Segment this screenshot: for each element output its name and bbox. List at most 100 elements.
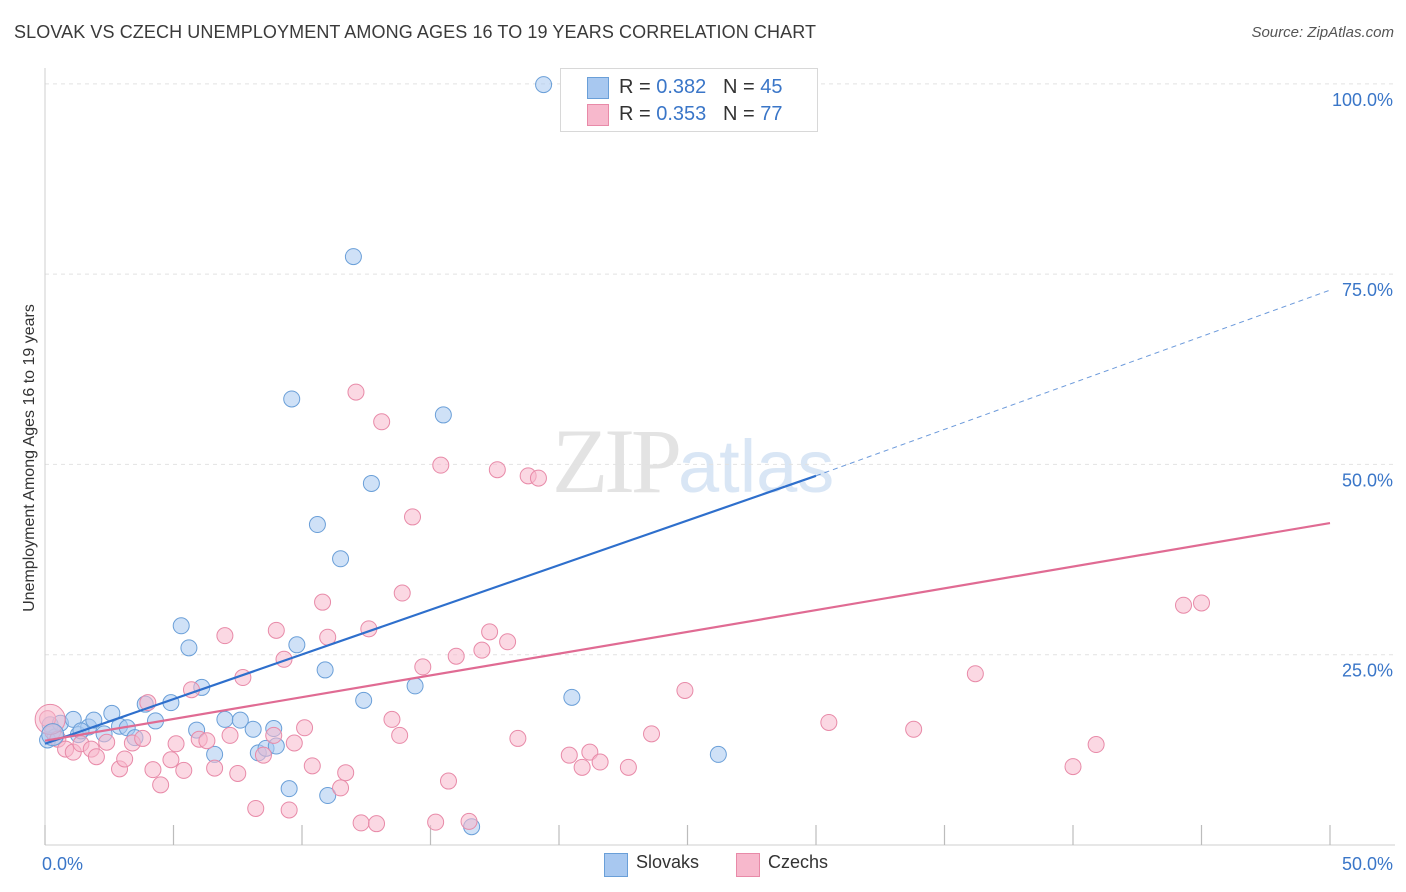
point-czechs bbox=[619, 758, 637, 776]
legend-text-czechs: R = 0.353 N = 77 bbox=[619, 103, 782, 126]
legend-r-label: R = bbox=[619, 103, 651, 125]
point-czechs bbox=[676, 681, 694, 699]
point-czechs bbox=[499, 633, 517, 651]
point-czechs bbox=[573, 758, 591, 776]
y-tick-label: 100.0% bbox=[1332, 90, 1393, 110]
point-slovaks bbox=[85, 711, 103, 729]
point-czechs bbox=[285, 734, 303, 752]
point-czechs bbox=[1175, 596, 1193, 614]
point-czechs bbox=[439, 772, 457, 790]
point-slovaks bbox=[244, 720, 262, 738]
point-czechs bbox=[152, 776, 170, 794]
point-slovaks bbox=[344, 248, 362, 266]
point-czechs bbox=[560, 746, 578, 764]
point-slovaks bbox=[709, 745, 727, 763]
point-czechs bbox=[488, 461, 506, 479]
point-czechs bbox=[414, 658, 432, 676]
point-czechs bbox=[280, 801, 298, 819]
bottom-legend-label-slovaks: Slovaks bbox=[636, 852, 700, 872]
point-czechs bbox=[296, 719, 314, 737]
point-czechs bbox=[265, 726, 283, 744]
point-slovaks bbox=[231, 711, 249, 729]
point-czechs bbox=[347, 383, 365, 401]
bottom-legend-swatch-czechs bbox=[736, 853, 760, 877]
point-czechs bbox=[373, 413, 391, 431]
point-czechs bbox=[303, 757, 321, 775]
legend-n-label: N = bbox=[722, 103, 755, 125]
x-tick-label: 50.0% bbox=[1342, 854, 1393, 874]
point-czechs bbox=[905, 720, 923, 738]
point-czechs bbox=[643, 725, 661, 743]
point-czechs bbox=[581, 743, 599, 761]
point-slovaks bbox=[362, 474, 380, 492]
point-czechs bbox=[352, 814, 370, 832]
y-tick-label: 75.0% bbox=[1342, 280, 1393, 300]
point-czechs bbox=[432, 456, 450, 474]
point-czechs bbox=[175, 761, 193, 779]
point-czechs bbox=[1087, 736, 1105, 754]
point-czechs bbox=[427, 813, 445, 831]
point-czechs bbox=[383, 710, 401, 728]
point-czechs bbox=[314, 593, 332, 611]
point-czechs bbox=[254, 746, 272, 764]
point-czechs bbox=[368, 815, 386, 833]
point-czechs bbox=[820, 713, 838, 731]
legend-n-value: 77 bbox=[760, 103, 783, 125]
x-tick-label: 0.0% bbox=[42, 854, 83, 874]
legend-r-value: 0.353 bbox=[656, 103, 707, 125]
point-czechs bbox=[966, 665, 984, 683]
point-slovaks bbox=[434, 406, 452, 424]
point-czechs bbox=[221, 726, 239, 744]
point-czechs bbox=[332, 779, 350, 797]
point-slovaks bbox=[216, 710, 234, 728]
stats-legend: R = 0.382 N = 45 R = 0.353 N = 77 bbox=[560, 68, 818, 132]
legend-swatch-slovaks bbox=[587, 77, 609, 99]
y-tick-label: 25.0% bbox=[1342, 661, 1393, 681]
point-slovaks bbox=[406, 677, 424, 695]
legend-r-value: 0.382 bbox=[656, 76, 707, 98]
point-slovaks bbox=[316, 661, 334, 679]
watermark-atlas: atlas bbox=[678, 425, 835, 508]
point-czechs bbox=[473, 641, 491, 659]
point-czechs bbox=[481, 623, 499, 641]
legend-r-label: R = bbox=[619, 76, 651, 98]
bottom-legend-label-czechs: Czechs bbox=[768, 852, 829, 872]
point-czechs bbox=[447, 647, 465, 665]
point-czechs bbox=[98, 733, 116, 751]
point-czechs bbox=[591, 753, 609, 771]
chart-title: SLOVAK VS CZECH UNEMPLOYMENT AMONG AGES … bbox=[14, 22, 817, 42]
point-czechs bbox=[393, 584, 411, 602]
point-slovaks bbox=[535, 76, 553, 94]
trend-line-czechs bbox=[44, 521, 1331, 742]
point-slovaks bbox=[563, 688, 581, 706]
point-czechs bbox=[1064, 758, 1082, 776]
point-czechs bbox=[198, 732, 216, 750]
point-slovaks bbox=[288, 636, 306, 654]
point-slovaks bbox=[283, 390, 301, 408]
legend-text-slovaks: R = 0.382 N = 45 bbox=[619, 76, 782, 99]
source-label: Source: ZipAtlas.com bbox=[1251, 24, 1394, 41]
point-slovaks bbox=[180, 639, 198, 657]
point-slovaks bbox=[308, 516, 326, 534]
point-slovaks bbox=[172, 617, 190, 635]
point-czechs bbox=[87, 748, 105, 766]
point-slovaks bbox=[355, 691, 373, 709]
point-czechs bbox=[1193, 594, 1210, 612]
legend-swatch-czechs bbox=[587, 104, 609, 126]
watermark-zip: ZIP bbox=[552, 410, 682, 512]
point-czechs bbox=[337, 764, 355, 782]
bottom-legend-swatch-slovaks bbox=[604, 853, 628, 877]
legend-n-value: 45 bbox=[760, 76, 783, 98]
trend-line-slovaks bbox=[44, 474, 817, 745]
point-slovaks bbox=[332, 550, 350, 568]
point-czechs bbox=[247, 799, 265, 817]
watermark: ZIPatlas bbox=[552, 408, 834, 514]
point-czechs bbox=[391, 726, 409, 744]
y-tick-label: 50.0% bbox=[1342, 470, 1393, 490]
point-czechs bbox=[229, 764, 247, 782]
point-czechs bbox=[134, 729, 152, 747]
point-czechs bbox=[144, 761, 162, 779]
point-czechs bbox=[529, 469, 547, 487]
point-slovaks bbox=[280, 780, 298, 798]
